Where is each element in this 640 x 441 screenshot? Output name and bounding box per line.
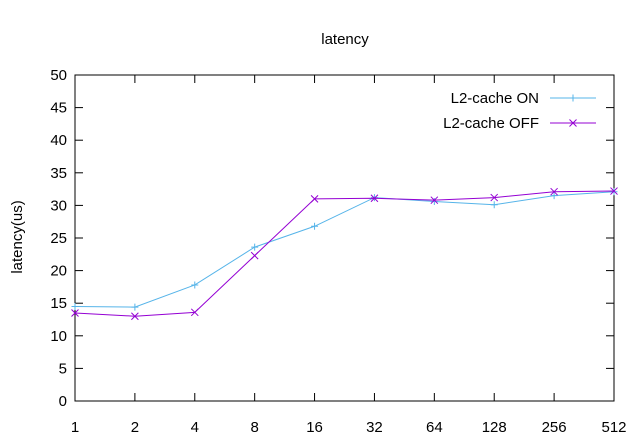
series-line [74, 191, 615, 308]
y-tick-label: 0 [59, 393, 67, 410]
data-point [490, 201, 498, 209]
series-line [74, 190, 615, 317]
x-tick-label: 64 [426, 419, 443, 436]
x-tick-label: 512 [601, 419, 626, 436]
data-point [190, 308, 199, 317]
chart-title: latency [321, 31, 369, 48]
y-tick-label: 35 [50, 165, 67, 182]
data-point [71, 302, 79, 310]
x-tick-label: 8 [250, 419, 258, 436]
x-tick-label: 16 [306, 419, 323, 436]
data-point [370, 194, 379, 203]
axes: 0 5 10 15 20 25 30 35 40 45 50 1 2 4 8 16 32 64 128 256 512 [50, 67, 626, 436]
x-tick-label: 256 [542, 419, 567, 436]
legend: L2-cache ON L2-cache OFF [443, 90, 596, 132]
y-axis-label: latency(us) [9, 200, 26, 273]
data-point [610, 187, 618, 195]
legend-label: L2-cache OFF [443, 115, 539, 132]
x-tick-label: 128 [482, 419, 507, 436]
data-point [311, 222, 319, 230]
data-point [569, 94, 577, 102]
y-tick-label: 15 [50, 295, 67, 312]
x-tick-label: 32 [366, 419, 383, 436]
y-tick-label: 45 [50, 100, 67, 117]
y-tick-label: 25 [50, 230, 67, 247]
series-2 [71, 187, 618, 321]
data-point [550, 187, 558, 196]
data-point [569, 119, 577, 127]
data-point [71, 309, 79, 317]
series-layer [71, 187, 618, 321]
y-tick-label: 20 [50, 263, 67, 280]
x-tick-label: 1 [71, 419, 79, 436]
y-tick-label: 10 [50, 328, 67, 345]
data-point [430, 196, 439, 205]
y-tick-label: 5 [59, 360, 67, 377]
data-point [550, 192, 558, 200]
data-point [430, 197, 438, 205]
data-point [251, 243, 259, 251]
data-point [131, 303, 139, 311]
data-point [131, 312, 139, 321]
data-point [310, 195, 319, 203]
data-point [490, 193, 499, 202]
data-point [250, 251, 259, 260]
x-tick-label: 4 [191, 419, 199, 436]
data-point [191, 281, 199, 289]
y-tick-label: 50 [50, 67, 67, 84]
legend-label: L2-cache ON [451, 90, 539, 107]
y-tick-label: 30 [50, 197, 67, 214]
y-tick-label: 40 [50, 132, 67, 149]
series-1 [71, 188, 618, 311]
x-tick-label: 2 [131, 419, 139, 436]
